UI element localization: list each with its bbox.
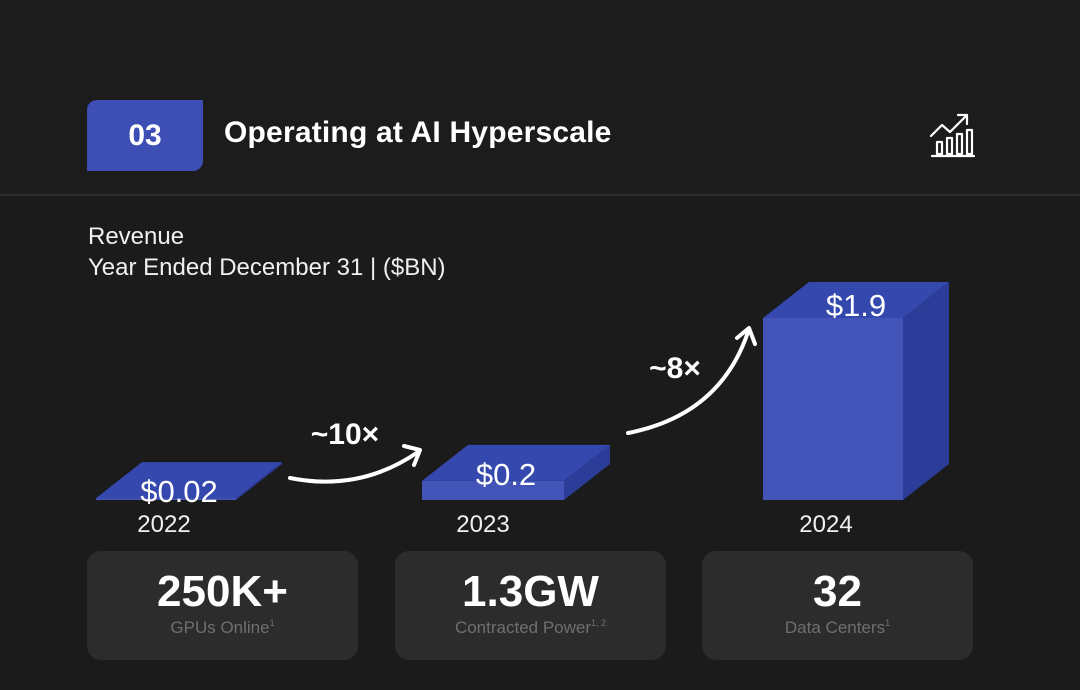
section-number-badge: 03 — [87, 100, 203, 171]
growth-multiplier-label: ~10× — [311, 418, 379, 451]
stat-card-power: 1.3GW Contracted Power1, 2 — [395, 551, 666, 660]
bar-top-2022 — [96, 462, 282, 499]
stat-footnote: 1 — [885, 618, 891, 628]
bar-value-label: $0.2 — [476, 457, 536, 492]
bar-side-2023 — [564, 444, 610, 500]
growth-chart-icon — [929, 113, 976, 158]
bar-value-label: $1.9 — [826, 288, 886, 323]
bar-value-label: $0.02 — [140, 474, 218, 509]
stat-value: 1.3GW — [462, 567, 599, 616]
chart-subtitle-block: Revenue Year Ended December 31 | ($BN) — [88, 221, 446, 283]
chart-title: Revenue — [88, 223, 185, 250]
stat-footnote: 1, 2 — [591, 618, 607, 628]
growth-arrow — [626, 330, 750, 435]
section-title: Operating at AI Hyperscale — [224, 116, 612, 149]
stat-card-data-centers: 32 Data Centers1 — [702, 551, 973, 660]
header-divider — [0, 194, 1080, 196]
category-label: 2022 — [137, 511, 190, 538]
stat-label: Contracted Power1, 2 — [395, 618, 666, 638]
bar-front-2024 — [763, 318, 903, 500]
stat-footnote: 1 — [269, 618, 275, 628]
stat-value: 250K+ — [157, 567, 288, 616]
stat-label-text: GPUs Online — [170, 618, 270, 637]
stat-value: 32 — [813, 567, 862, 616]
growth-arrow — [288, 450, 420, 484]
bar-top-2023 — [422, 444, 610, 481]
stat-label: Data Centers1 — [702, 618, 973, 638]
stat-card-gpus: 250K+ GPUs Online1 — [87, 551, 358, 660]
growth-multiplier-label: ~8× — [649, 352, 701, 385]
bar-front-2023 — [422, 480, 564, 500]
bar-top-2024 — [763, 282, 949, 318]
arrow-head — [735, 326, 757, 346]
bar-front-2022 — [96, 498, 236, 500]
bar-side-2024 — [903, 282, 949, 500]
bar-side-2022 — [236, 462, 282, 500]
category-label: 2024 — [799, 511, 852, 538]
chart-subtitle: Year Ended December 31 | ($BN) — [88, 254, 446, 281]
arrow-head — [402, 444, 422, 467]
stat-label-text: Data Centers — [784, 618, 886, 637]
stat-label-text: Contracted Power — [454, 618, 592, 637]
category-label: 2023 — [456, 511, 509, 538]
stat-label: GPUs Online1 — [87, 618, 358, 638]
